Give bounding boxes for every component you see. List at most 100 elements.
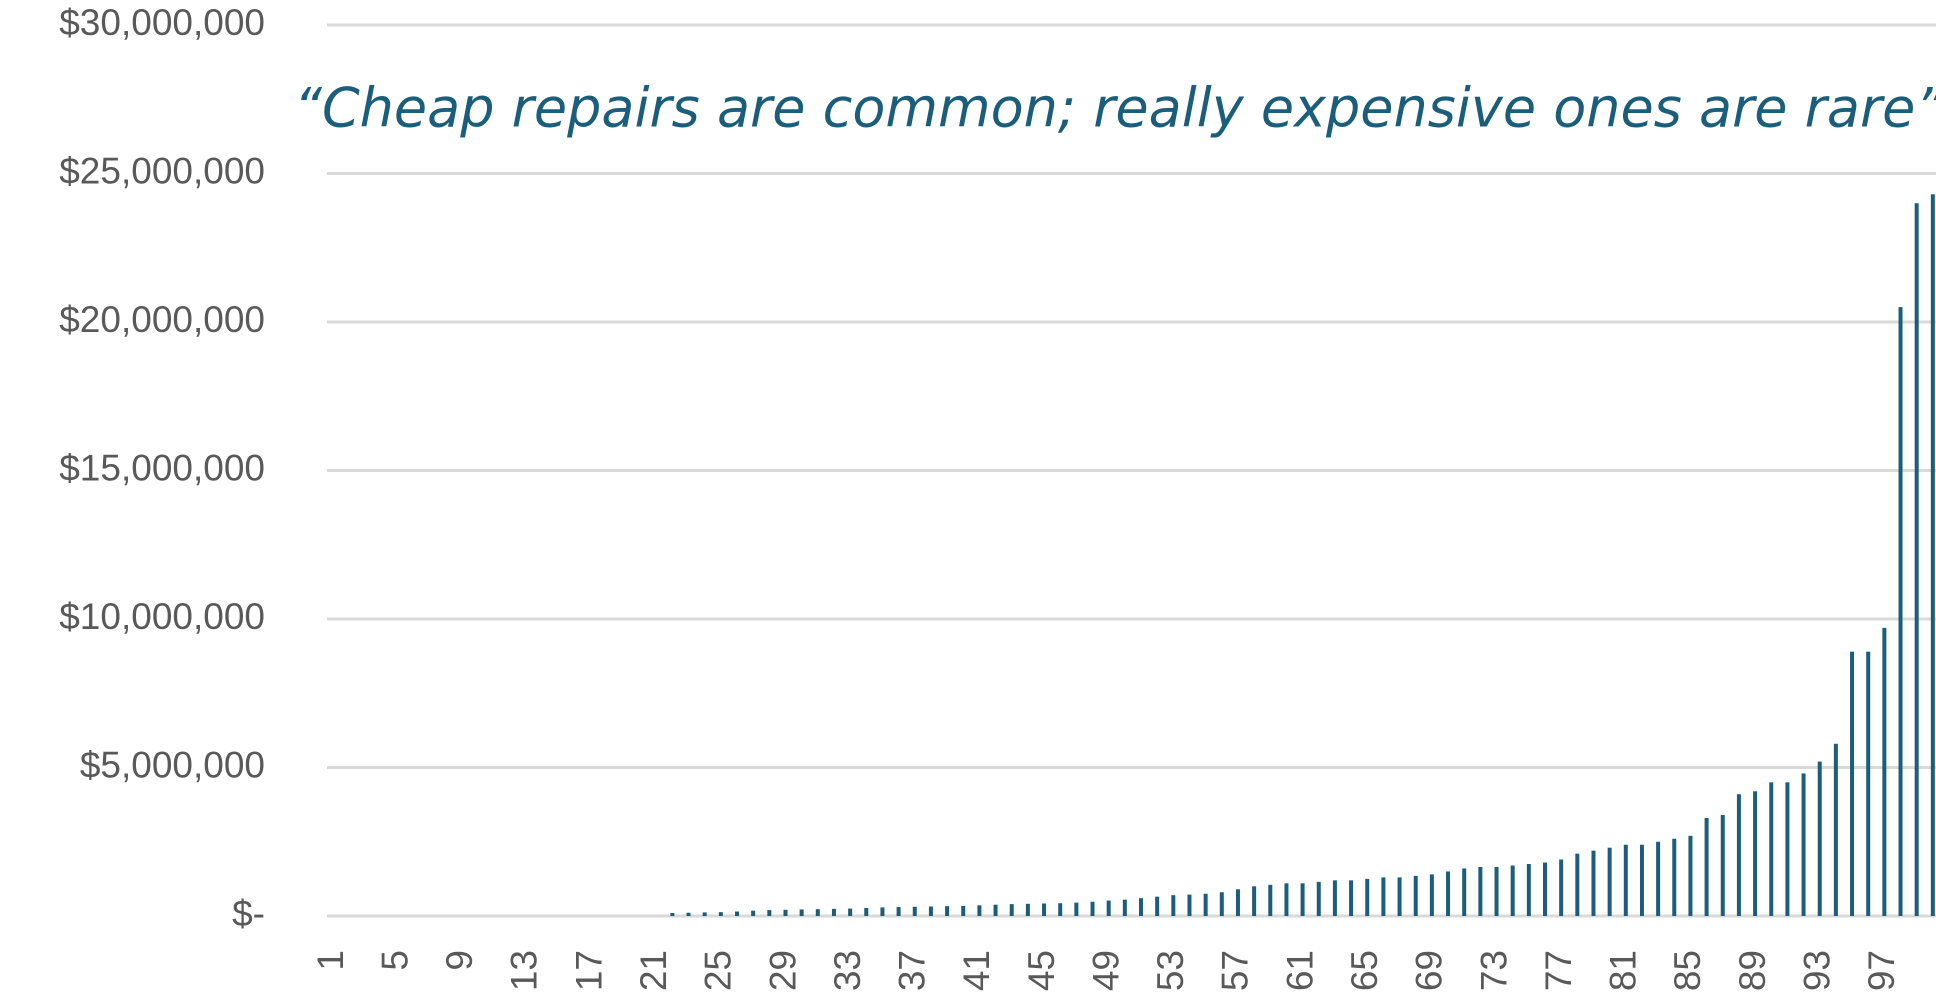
bar: [718, 912, 723, 916]
bar: [1316, 881, 1321, 916]
bar: [1009, 904, 1014, 916]
bar: [1575, 853, 1580, 916]
bar: [1025, 903, 1030, 916]
bar: [1187, 894, 1192, 916]
x-tick-label: 5: [374, 950, 415, 971]
bar: [1139, 898, 1143, 916]
bar: [1591, 850, 1596, 916]
bar: [1332, 880, 1337, 916]
x-tick-label: 57: [1215, 950, 1256, 991]
bar: [1850, 651, 1855, 916]
x-tick-label: 37: [892, 950, 933, 991]
bar: [1882, 627, 1887, 916]
x-tick-label: 53: [1150, 950, 1191, 991]
x-tick-label: 1: [310, 950, 351, 971]
y-tick-label: $10,000,000: [59, 596, 265, 637]
y-tick-label: $25,000,000: [59, 150, 265, 191]
bar: [1042, 903, 1047, 916]
bar: [1171, 895, 1176, 916]
bar: [783, 909, 788, 916]
bar: [1478, 866, 1483, 916]
bar: [1736, 794, 1741, 916]
bar: [1656, 841, 1661, 916]
bar: [945, 906, 950, 916]
bar: [1058, 903, 1063, 916]
bar: [1235, 889, 1240, 916]
y-tick-label: $-: [232, 893, 265, 934]
bar: [1543, 862, 1547, 916]
bar: [1801, 773, 1806, 916]
bar: [735, 911, 739, 916]
bar: [1155, 896, 1160, 916]
bar: [1898, 307, 1903, 916]
bar: [1219, 892, 1224, 916]
bar: [880, 907, 885, 916]
bar: [1268, 884, 1273, 916]
bar: [815, 909, 820, 916]
x-tick-label: 97: [1861, 950, 1902, 991]
bar: [1672, 838, 1677, 916]
bar: [1688, 835, 1693, 916]
annotation: “Cheap repairs are common; really expens…: [294, 77, 1936, 140]
bar: [993, 904, 998, 916]
bar: [1494, 866, 1499, 916]
bar: [1413, 875, 1418, 916]
bar: [1106, 900, 1111, 916]
bar: [1429, 874, 1434, 916]
bar: [1284, 883, 1289, 916]
x-tick-label: 65: [1344, 950, 1385, 991]
x-tick-label: 85: [1667, 950, 1708, 991]
bar: [686, 912, 691, 916]
bar: [912, 906, 917, 916]
x-tick-label: 45: [1021, 950, 1062, 991]
bar: [1381, 877, 1386, 916]
y-tick-label: $20,000,000: [59, 299, 265, 340]
x-tick-label: 33: [827, 950, 868, 991]
bar: [1446, 871, 1451, 916]
x-tick-label: 77: [1538, 950, 1579, 991]
bar: [1300, 883, 1305, 916]
x-tick-label: 25: [698, 950, 739, 991]
bar: [1559, 859, 1564, 916]
x-tick-label: 13: [504, 950, 545, 991]
bar: [799, 909, 804, 916]
bar: [1349, 880, 1354, 916]
bar: [1704, 817, 1709, 916]
bar: [1720, 815, 1725, 916]
bar: [670, 913, 675, 916]
bar: [896, 907, 901, 916]
bar: [1639, 844, 1644, 916]
bar: [1623, 844, 1628, 916]
x-tick-label: 29: [762, 950, 803, 991]
bar: [1607, 847, 1612, 916]
bar: [977, 905, 982, 916]
bar: [1914, 203, 1919, 916]
bar: [1510, 865, 1515, 916]
bar: [1930, 194, 1935, 917]
bar: [1090, 901, 1095, 916]
bar: [1397, 877, 1402, 916]
x-tick-label: 9: [439, 950, 480, 971]
bar: [1769, 782, 1774, 916]
bar: [848, 908, 853, 916]
x-tick-label: 73: [1473, 950, 1514, 991]
bar: [1526, 864, 1531, 916]
bar: [1203, 893, 1208, 916]
bar: [864, 907, 869, 916]
x-tick-label: 93: [1797, 950, 1838, 991]
bar: [1365, 878, 1370, 916]
bar: [1785, 782, 1790, 916]
x-tick-label: 81: [1603, 950, 1644, 991]
bar: [1833, 743, 1838, 916]
bar: [1122, 899, 1127, 916]
y-tick-label: $15,000,000: [59, 447, 265, 488]
bar: [1074, 902, 1079, 916]
x-tick-label: 21: [633, 950, 674, 991]
x-tick-label: 69: [1409, 950, 1450, 991]
x-tick-label: 41: [956, 950, 997, 991]
bar: [831, 908, 836, 916]
x-tick-label: 61: [1279, 950, 1320, 991]
bar: [702, 912, 707, 916]
x-tick-label: 49: [1085, 950, 1126, 991]
